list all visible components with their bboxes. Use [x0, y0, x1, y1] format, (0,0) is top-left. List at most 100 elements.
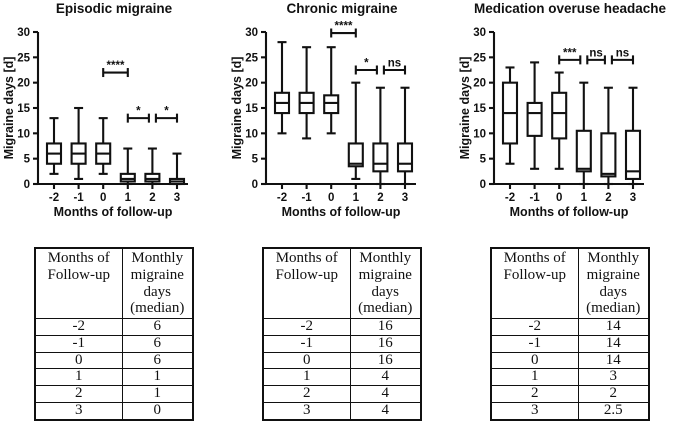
table-cell: -1: [490, 334, 579, 353]
table-header-row: Months of Follow-up Monthly migraine day…: [34, 247, 194, 320]
table-header-months: Months of Follow-up: [34, 247, 123, 320]
median-table-moh: Months of Follow-up Monthly migraine day…: [490, 247, 650, 421]
table-cell: -2: [34, 318, 123, 336]
y-tick-label: 5: [252, 154, 259, 166]
sig-label: *: [164, 106, 169, 118]
box: [347, 142, 364, 168]
y-tick-label: 10: [473, 128, 486, 140]
box: [119, 172, 136, 183]
table-cell: 2.5: [577, 401, 650, 421]
table-cell: 4: [349, 368, 422, 387]
x-tick-label: 1: [581, 192, 588, 204]
x-tick-label: -2: [505, 192, 515, 204]
x-tick-label: 2: [149, 192, 155, 204]
sig-label: ****: [335, 21, 353, 33]
panel-medication-overuse-headache: Medication overuse headache Migraine day…: [456, 0, 684, 422]
table-cell: 3: [34, 401, 123, 421]
median-table-chronic: Months of Follow-up Monthly migraine day…: [262, 247, 422, 421]
table-header-median: Monthly migraine days (median): [349, 247, 422, 320]
table-cell: 6: [121, 334, 194, 353]
table-cell: 2: [490, 385, 579, 403]
y-tick-label: 30: [17, 27, 30, 39]
table-row: 0 16: [262, 351, 422, 370]
y-tick-label: 5: [24, 154, 31, 166]
table-cell: 16: [349, 318, 422, 336]
box: [526, 101, 543, 137]
y-tick-label: 10: [245, 128, 258, 140]
table-body: -2 14 -1 14 0 14 1 3 2 2 3 2.5: [490, 318, 650, 421]
table-cell: 3: [262, 401, 351, 421]
y-tick-label: 20: [245, 78, 258, 90]
table-row: -2 14: [490, 318, 650, 336]
x-tick-label: 0: [556, 192, 562, 204]
sig-label: *: [136, 106, 141, 118]
table-cell: 1: [121, 385, 194, 403]
table-cell: 6: [121, 318, 194, 336]
x-tick-label: 3: [174, 192, 180, 204]
box: [396, 142, 414, 173]
table-cell: 14: [577, 334, 650, 353]
x-tick-label: 0: [328, 192, 334, 204]
boxplot-chart-episodic: Episodic migraine Migraine days [d] Mont…: [2, 1, 188, 219]
chart-title: Medication overuse headache: [474, 1, 667, 16]
box: [575, 129, 592, 173]
box: [624, 129, 642, 180]
sig-label: ns: [589, 47, 602, 59]
table-cell: 3: [490, 401, 579, 421]
table-header-row: Months of Follow-up Monthly migraine day…: [490, 247, 650, 320]
table-body: -2 16 -1 16 0 16 1 4 2 4 3 4: [262, 318, 422, 421]
box: [551, 91, 568, 140]
y-tick-label: 25: [245, 52, 258, 64]
box: [372, 142, 389, 173]
table-cell: 14: [577, 318, 650, 336]
y-tick-label: 0: [252, 179, 258, 191]
table-row: -2 6: [34, 318, 194, 336]
table-row: -2 16: [262, 318, 422, 336]
table-cell: 16: [349, 351, 422, 370]
panel-chronic-migraine: Chronic migraine Migraine days [d] Month…: [228, 0, 456, 422]
x-tick-label: 2: [605, 192, 611, 204]
x-tick-label: 3: [630, 192, 636, 204]
x-tick-label: 1: [353, 192, 360, 204]
y-tick-label: 0: [480, 179, 486, 191]
table-row: -1 16: [262, 334, 422, 353]
table-cell: 2: [262, 385, 351, 403]
chart-title: Episodic migraine: [56, 1, 173, 16]
box: [600, 132, 617, 178]
y-tick-label: 15: [473, 103, 486, 115]
table-cell: 2: [577, 385, 650, 403]
boxplot-chart-moh: Medication overuse headache Migraine day…: [458, 1, 667, 219]
box: [323, 94, 340, 115]
table-row: 3 2.5: [490, 401, 650, 421]
panel-episodic-migraine: Episodic migraine Migraine days [d] Mont…: [0, 0, 228, 422]
table-cell: 14: [577, 351, 650, 370]
median-table-episodic: Months of Follow-up Monthly migraine day…: [34, 247, 194, 421]
table-row: -1 14: [490, 334, 650, 353]
y-axis-label: Migraine days [d]: [230, 57, 244, 160]
y-axis-label: Migraine days [d]: [458, 57, 472, 160]
y-tick-label: 15: [17, 103, 30, 115]
y-tick-label: 10: [17, 128, 30, 140]
x-tick-label: 0: [100, 192, 106, 204]
table-cell: -2: [262, 318, 351, 336]
table-cell: 1: [121, 368, 194, 387]
y-tick-label: 0: [24, 179, 30, 191]
table-cell: 4: [349, 401, 422, 421]
table-cell: 16: [349, 334, 422, 353]
y-tick-label: 25: [473, 52, 486, 64]
y-tick-label: 30: [245, 27, 258, 39]
table-cell: 2: [34, 385, 123, 403]
y-tick-label: 15: [245, 103, 258, 115]
sig-label: ****: [107, 60, 125, 72]
x-tick-label: -2: [277, 192, 287, 204]
x-axis-label: Months of follow-up: [282, 205, 401, 219]
y-tick-label: 30: [473, 27, 486, 39]
